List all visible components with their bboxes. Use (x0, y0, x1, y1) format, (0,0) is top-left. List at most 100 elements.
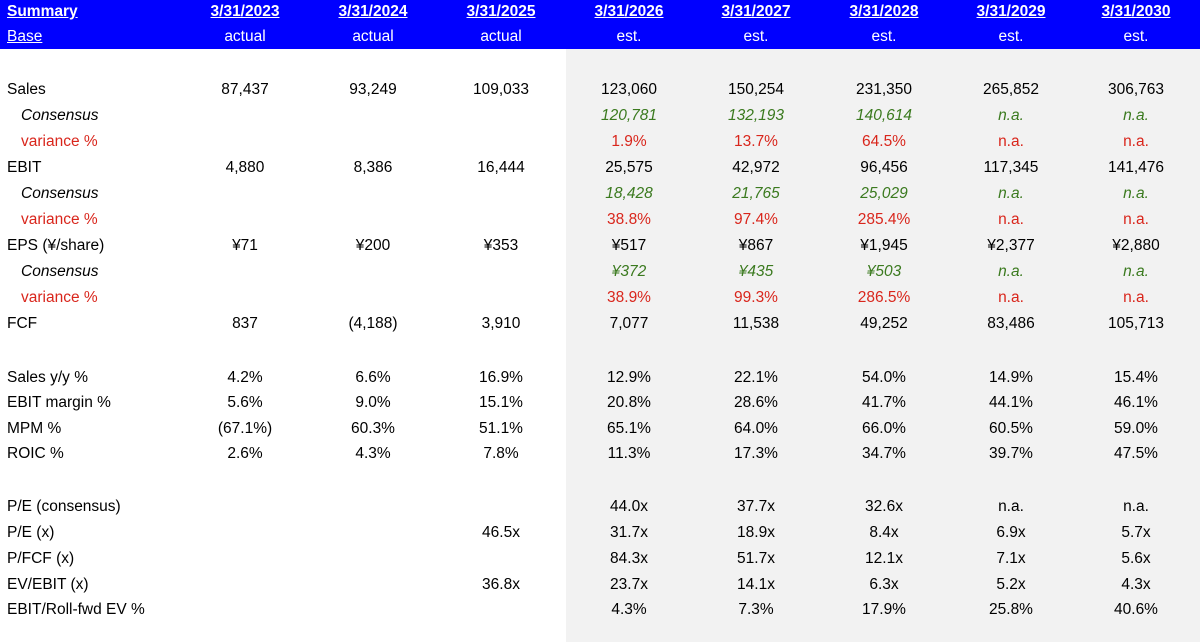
cell-value: 44.1% (989, 394, 1033, 411)
row-label: MPM % (7, 420, 62, 437)
cell-value: n.a. (1123, 498, 1149, 515)
table-row-ebit-margin: EBIT margin % 5.6% 9.0% 15.1% 20.8% 28.6… (0, 390, 1200, 416)
row-label: Consensus (21, 107, 99, 124)
table-row-sales-consensus: Consensus 120,781 132,193 140,614 n.a. n… (0, 103, 1200, 129)
cell-value: 16.9% (479, 369, 523, 386)
cell-value: 34.7% (862, 445, 906, 462)
table-row-ebit: EBIT 4,880 8,386 16,444 25,575 42,972 96… (0, 155, 1200, 181)
header-date: 3/31/2028 (849, 3, 919, 20)
cell-value: ¥435 (738, 263, 774, 280)
header-type: est. (871, 28, 897, 45)
header-type: actual (352, 28, 394, 45)
row-label: variance % (21, 211, 98, 228)
table-row-mpm: MPM % (67.1%) 60.3% 51.1% 65.1% 64.0% 66… (0, 416, 1200, 442)
cell-value: 11,538 (732, 315, 780, 332)
cell-value: 28.6% (734, 394, 778, 411)
header-date: 3/31/2024 (338, 3, 408, 20)
cell-value: 2.6% (227, 445, 263, 462)
cell-value: 60.5% (989, 420, 1033, 437)
cell-value: 84.3x (610, 550, 648, 567)
row-label: Consensus (21, 263, 99, 280)
cell-value: 51.7x (737, 550, 775, 567)
cell-value: ¥1,945 (860, 237, 908, 254)
cell-value: n.a. (1123, 263, 1149, 280)
cell-value: 6.3x (869, 576, 899, 593)
row-label: Sales y/y % (7, 369, 88, 386)
cell-value: 64.0% (734, 420, 778, 437)
cell-value: n.a. (998, 185, 1024, 202)
cell-value: 4.3x (1121, 576, 1151, 593)
table-row-sales-variance: variance % 1.9% 13.7% 64.5% n.a. n.a. (0, 129, 1200, 155)
cell-value: ¥200 (355, 237, 391, 254)
cell-value: 231,350 (855, 81, 913, 98)
cell-value: 9.0% (355, 394, 391, 411)
row-label: EBIT (7, 159, 42, 176)
cell-value: 120,781 (600, 107, 658, 124)
cell-value: ¥2,880 (1112, 237, 1160, 254)
table-row-roic: ROIC % 2.6% 4.3% 7.8% 11.3% 17.3% 34.7% … (0, 441, 1200, 467)
cell-value: 5.7x (1121, 524, 1151, 541)
cell-value: 38.8% (607, 211, 651, 228)
cell-value: 38.9% (607, 289, 651, 306)
cell-value: 837 (232, 315, 258, 332)
cell-value: 25,575 (605, 159, 653, 176)
cell-value: ¥353 (483, 237, 519, 254)
cell-value: 15.4% (1114, 369, 1158, 386)
cell-value: 140,614 (855, 107, 913, 124)
cell-value: 65.1% (607, 420, 651, 437)
cell-value: 22.1% (734, 369, 778, 386)
header-date: 3/31/2030 (1101, 3, 1171, 20)
cell-value: ¥2,377 (987, 237, 1035, 254)
cell-value: 87,437 (221, 81, 269, 98)
cell-value: 64.5% (862, 133, 906, 150)
cell-value: 12.9% (607, 369, 651, 386)
header-row-dates: Summary 3/31/2023 3/31/2024 3/31/2025 3/… (0, 0, 1200, 24)
cell-value: 83,486 (987, 315, 1035, 332)
cell-value: 109,033 (472, 81, 530, 98)
header-type: est. (743, 28, 769, 45)
cell-value: n.a. (1123, 289, 1149, 306)
header-date: 3/31/2027 (721, 3, 791, 20)
cell-value: n.a. (1123, 185, 1149, 202)
estimate-columns-shading (566, 49, 1200, 642)
row-label: FCF (7, 315, 38, 332)
cell-value: 1.9% (611, 133, 647, 150)
table-row-ebit-variance: variance % 38.8% 97.4% 285.4% n.a. n.a. (0, 207, 1200, 233)
table-row-ev-ebit: EV/EBIT (x) 36.8x 23.7x 14.1x 6.3x 5.2x … (0, 572, 1200, 598)
cell-value: 7.1x (996, 550, 1026, 567)
cell-value: 23.7x (610, 576, 648, 593)
cell-value: 18,428 (605, 185, 653, 202)
cell-value: 150,254 (727, 81, 785, 98)
header-row-types: Base actual actual actual est. est. est.… (0, 25, 1200, 49)
cell-value: ¥517 (611, 237, 647, 254)
cell-value: 6.6% (355, 369, 391, 386)
header-type: est. (616, 28, 642, 45)
cell-value: n.a. (998, 289, 1024, 306)
cell-value: 4.3% (611, 601, 647, 618)
cell-value: 132,193 (727, 107, 785, 124)
cell-value: 306,763 (1107, 81, 1165, 98)
cell-value: 46.1% (1114, 394, 1158, 411)
table-row-eps-consensus: Consensus ¥372 ¥435 ¥503 n.a. n.a. (0, 259, 1200, 285)
cell-value: 59.0% (1114, 420, 1158, 437)
cell-value: 105,713 (1107, 315, 1165, 332)
cell-value: 8.4x (869, 524, 899, 541)
row-label: Sales (7, 81, 46, 98)
cell-value: 5.6% (227, 394, 263, 411)
cell-value: 32.6x (865, 498, 903, 515)
cell-value: n.a. (998, 107, 1024, 124)
cell-value: 93,249 (349, 81, 397, 98)
cell-value: 265,852 (982, 81, 1040, 98)
header-date: 3/31/2025 (466, 3, 536, 20)
cell-value: n.a. (1123, 107, 1149, 124)
cell-value: 47.5% (1114, 445, 1158, 462)
cell-value: 39.7% (989, 445, 1033, 462)
header-date: 3/31/2023 (210, 3, 280, 20)
table-row-eps-variance: variance % 38.9% 99.3% 286.5% n.a. n.a. (0, 285, 1200, 311)
cell-value: 7,077 (609, 315, 649, 332)
cell-value: ¥372 (611, 263, 647, 280)
row-label: variance % (21, 133, 98, 150)
row-label: EBIT margin % (7, 394, 111, 411)
cell-value: 60.3% (351, 420, 395, 437)
